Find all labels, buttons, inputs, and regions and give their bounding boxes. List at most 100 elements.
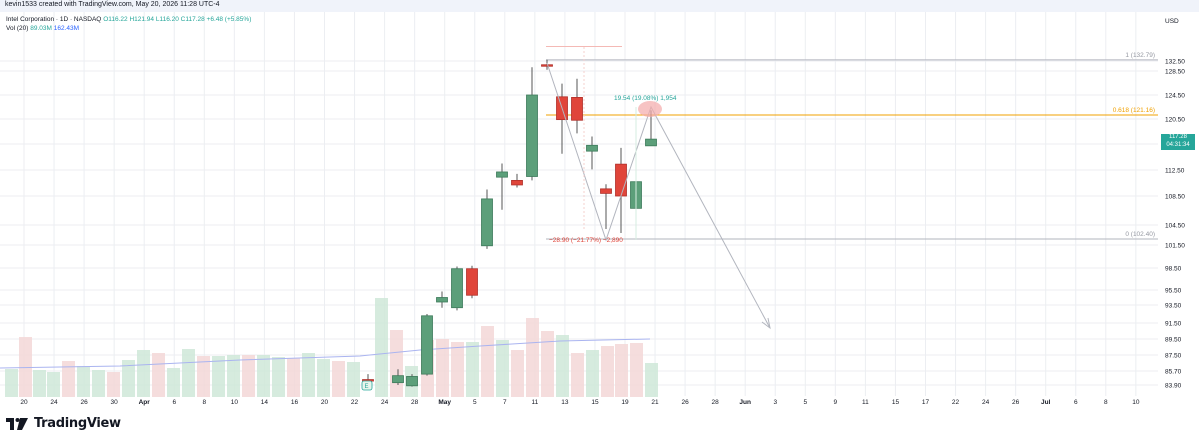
volume-bar — [302, 353, 315, 397]
fib-level-label: 0.618 (121.16) — [1113, 107, 1155, 114]
candle-body — [466, 268, 478, 296]
volume-bar — [526, 318, 539, 397]
candle-body — [571, 97, 583, 121]
chart-grid — [0, 12, 1158, 396]
time-tick-label: 22 — [952, 399, 960, 406]
price-chart[interactable]: 1 (132.79) 0.618 (121.16) 0 (102.40) 19.54… — [0, 0, 1199, 412]
legend-volume-row: Vol (20) 89.03M 162.43M — [6, 25, 79, 32]
legend-symbol-row: Intel Corporation · 1D · NASDAQ O116.22 … — [6, 16, 251, 23]
time-tick-label: 24 — [381, 399, 389, 406]
credit-bar: kevin1533 created with TradingView.com, … — [0, 0, 1199, 12]
volume-bar — [152, 353, 165, 397]
volume-bar — [242, 355, 255, 397]
volume-bar — [287, 358, 300, 397]
volume-bar — [436, 339, 449, 397]
price-tick-label: 120.50 — [1165, 117, 1185, 124]
volume-ma-line — [0, 338, 651, 369]
earnings-icon — [361, 380, 373, 391]
volume-bar — [62, 361, 75, 397]
arrow-head — [761, 317, 771, 330]
volume-bar — [466, 342, 479, 397]
time-tick-label: 21 — [651, 399, 659, 406]
time-tick-label: 20 — [20, 399, 28, 406]
volume-bar — [19, 337, 32, 397]
volume-bar — [33, 370, 46, 397]
price-tick-label: 104.50 — [1165, 223, 1185, 230]
volume-bar — [317, 359, 330, 397]
time-tick-label: 28 — [712, 399, 720, 406]
time-tick-label: 11 — [862, 399, 869, 406]
candle-body — [541, 64, 553, 67]
volume-bar — [122, 360, 135, 397]
candles — [362, 59, 657, 387]
measure-down-label: −28.90 (−21.77%) −2,890 — [549, 237, 623, 244]
fib-level-label: 1 (132.79) — [1125, 52, 1155, 59]
volume-bar — [212, 356, 225, 397]
time-tick-label: Jul — [1041, 399, 1051, 406]
tradingview-logo-text: TradingView — [34, 416, 121, 431]
legend-symbol: Intel Corporation · 1D · NASDAQ — [6, 16, 102, 23]
bar-countdown: 04:31:34 — [1166, 141, 1190, 148]
price-tick-label: 95.50 — [1165, 288, 1182, 295]
time-tick-label: 17 — [922, 399, 930, 406]
volume-bar — [586, 350, 599, 397]
time-tick-label: 16 — [291, 399, 299, 406]
volume-bar — [571, 353, 584, 397]
volume-bar — [630, 343, 643, 397]
price-tick-label: 112.50 — [1165, 168, 1185, 175]
price-tick-label: 83.90 — [1165, 383, 1182, 390]
tradingview-logo[interactable]: TradingView — [6, 416, 121, 431]
price-tick-label: 87.50 — [1165, 353, 1182, 360]
measure-top-edge — [546, 46, 622, 47]
volume-bar — [332, 361, 345, 397]
time-tick-label: 24 — [50, 399, 58, 406]
time-tick-label: 11 — [531, 399, 538, 406]
volume-bar — [137, 350, 150, 397]
time-tick-label: 5 — [803, 399, 807, 406]
volume-bar — [451, 342, 464, 397]
time-tick-label: 24 — [982, 399, 990, 406]
volume-bar — [227, 355, 240, 397]
candle-body — [421, 315, 433, 375]
candle-body — [392, 375, 404, 384]
price-tick-label: 124.50 — [1165, 93, 1185, 100]
price-tick-label: 108.50 — [1165, 194, 1185, 201]
candle-body — [436, 297, 448, 303]
candle-body — [406, 376, 418, 387]
time-tick-label: Apr — [139, 399, 151, 406]
price-tick-label: 89.50 — [1165, 337, 1182, 344]
time-tick-label: 8 — [1104, 399, 1108, 406]
legend-vol-ma: 162.43M — [53, 25, 80, 32]
drawing-tools: 19.54 (19.08%) 1,954 −28.90 (−21.77%) −2,… — [361, 46, 771, 391]
time-tick-label: 30 — [111, 399, 119, 406]
credit-text: kevin1533 created with TradingView.com, … — [5, 1, 220, 8]
time-tick-label: 7 — [503, 399, 507, 406]
candle-body — [586, 144, 598, 152]
candle-body — [496, 171, 508, 178]
volume-bar — [47, 372, 60, 397]
time-tick-label: 13 — [561, 399, 569, 406]
price-tick-label: 91.50 — [1165, 321, 1182, 328]
price-tick-label: 85.70 — [1165, 369, 1182, 376]
time-tick-label: 19 — [621, 399, 629, 406]
volume-bar — [5, 369, 18, 397]
time-tick-label: 26 — [681, 399, 689, 406]
legend-vol-label: Vol (20) — [6, 25, 29, 32]
volume-bar — [257, 355, 270, 397]
price-tick-label: 101.50 — [1165, 243, 1185, 250]
time-tick-label: 6 — [172, 399, 176, 406]
volume-bar — [481, 326, 494, 397]
candle-body — [511, 179, 523, 186]
price-axis-currency: USD — [1165, 18, 1179, 25]
time-tick-label: 14 — [261, 399, 269, 406]
candle-body — [645, 138, 657, 147]
time-tick-label: 20 — [321, 399, 329, 406]
time-tick-label: 10 — [1132, 399, 1140, 406]
projection-path — [546, 62, 771, 329]
legend-vol-value: 89.03M — [30, 25, 52, 32]
volume-bar — [182, 349, 195, 397]
volume-bar — [167, 368, 180, 397]
time-tick-label: 26 — [80, 399, 88, 406]
last-price: 117.28 — [1169, 134, 1187, 140]
